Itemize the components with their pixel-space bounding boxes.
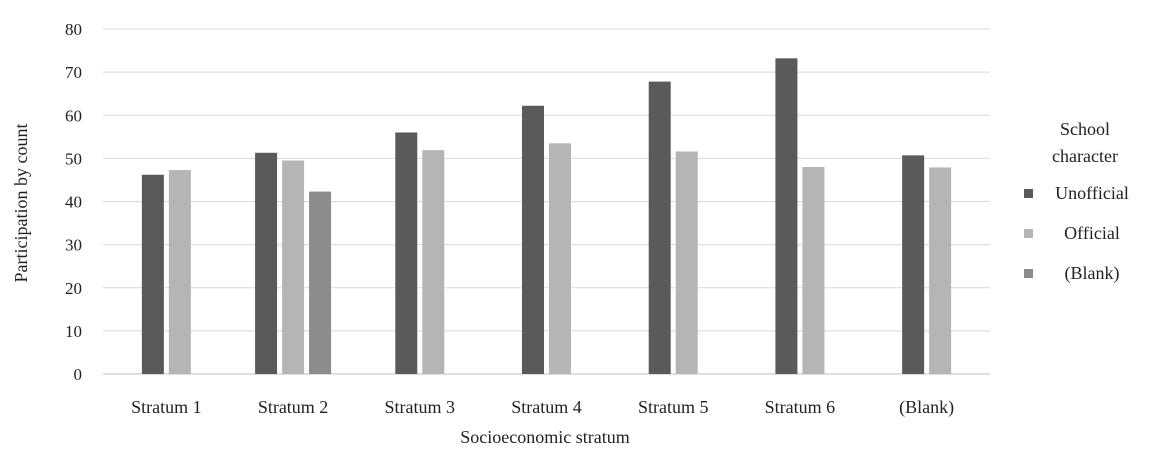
x-tick-label: Stratum 3: [385, 397, 456, 417]
legend-title-line-1: School: [1060, 119, 1110, 139]
bar-unofficial-stratum2: [255, 152, 278, 374]
y-tick-label: 10: [65, 322, 82, 341]
bar-official-stratum2: [282, 160, 305, 374]
x-tick-label: Stratum 5: [638, 397, 709, 417]
legend-label: (Blank): [1065, 263, 1120, 284]
y-tick-label: 80: [65, 20, 82, 39]
bar-official-stratum6: [802, 167, 825, 374]
bar-official-stratum5: [675, 151, 698, 374]
bars: [141, 58, 952, 375]
bar-unofficial-stratum1: [141, 174, 164, 374]
y-tick-label: 0: [74, 365, 83, 384]
y-axis-ticks: 0 10 20 30 40 50 60 70 80: [65, 20, 82, 384]
x-axis-title: Socioeconomic stratum: [460, 427, 629, 447]
bar-official-blank: [929, 167, 952, 374]
y-tick-label: 70: [65, 63, 82, 82]
bar-unofficial-stratum6: [775, 58, 798, 374]
bar-official-stratum4: [549, 143, 571, 374]
x-tick-label: Stratum 4: [511, 397, 582, 417]
bar-unofficial-stratum3: [395, 132, 418, 374]
bar-blank-stratum2: [309, 191, 332, 374]
legend-items: Unofficial Official (Blank): [1024, 183, 1129, 284]
y-tick-label: 20: [65, 279, 82, 298]
legend-title-line-2: character: [1052, 146, 1118, 166]
bar-official-stratum3: [422, 150, 445, 374]
legend-label: Official: [1064, 223, 1120, 243]
x-tick-label: Stratum 2: [258, 397, 329, 417]
x-tick-label: Stratum 6: [765, 397, 836, 417]
y-tick-label: 40: [65, 193, 82, 212]
bar-unofficial-blank: [902, 155, 925, 374]
bar-unofficial-stratum4: [522, 105, 544, 374]
gridlines: [103, 28, 990, 375]
bar-unofficial-stratum5: [648, 81, 671, 375]
legend-swatch: [1024, 189, 1033, 198]
y-axis-title: Participation by count: [11, 124, 31, 283]
bar-official-stratum1: [168, 170, 191, 374]
x-tick-label: (Blank): [899, 397, 954, 418]
legend-swatch: [1024, 229, 1033, 238]
legend-swatch: [1024, 269, 1033, 278]
x-axis-ticks: Stratum 1 Stratum 2 Stratum 3 Stratum 4 Stra…: [131, 397, 954, 418]
legend: School character Unofficial Official (Blan…: [1024, 119, 1129, 284]
y-tick-label: 60: [65, 106, 82, 125]
y-tick-label: 30: [65, 236, 82, 255]
y-tick-label: 50: [65, 149, 82, 168]
legend-label: Unofficial: [1055, 183, 1129, 203]
x-tick-label: Stratum 1: [131, 397, 202, 417]
